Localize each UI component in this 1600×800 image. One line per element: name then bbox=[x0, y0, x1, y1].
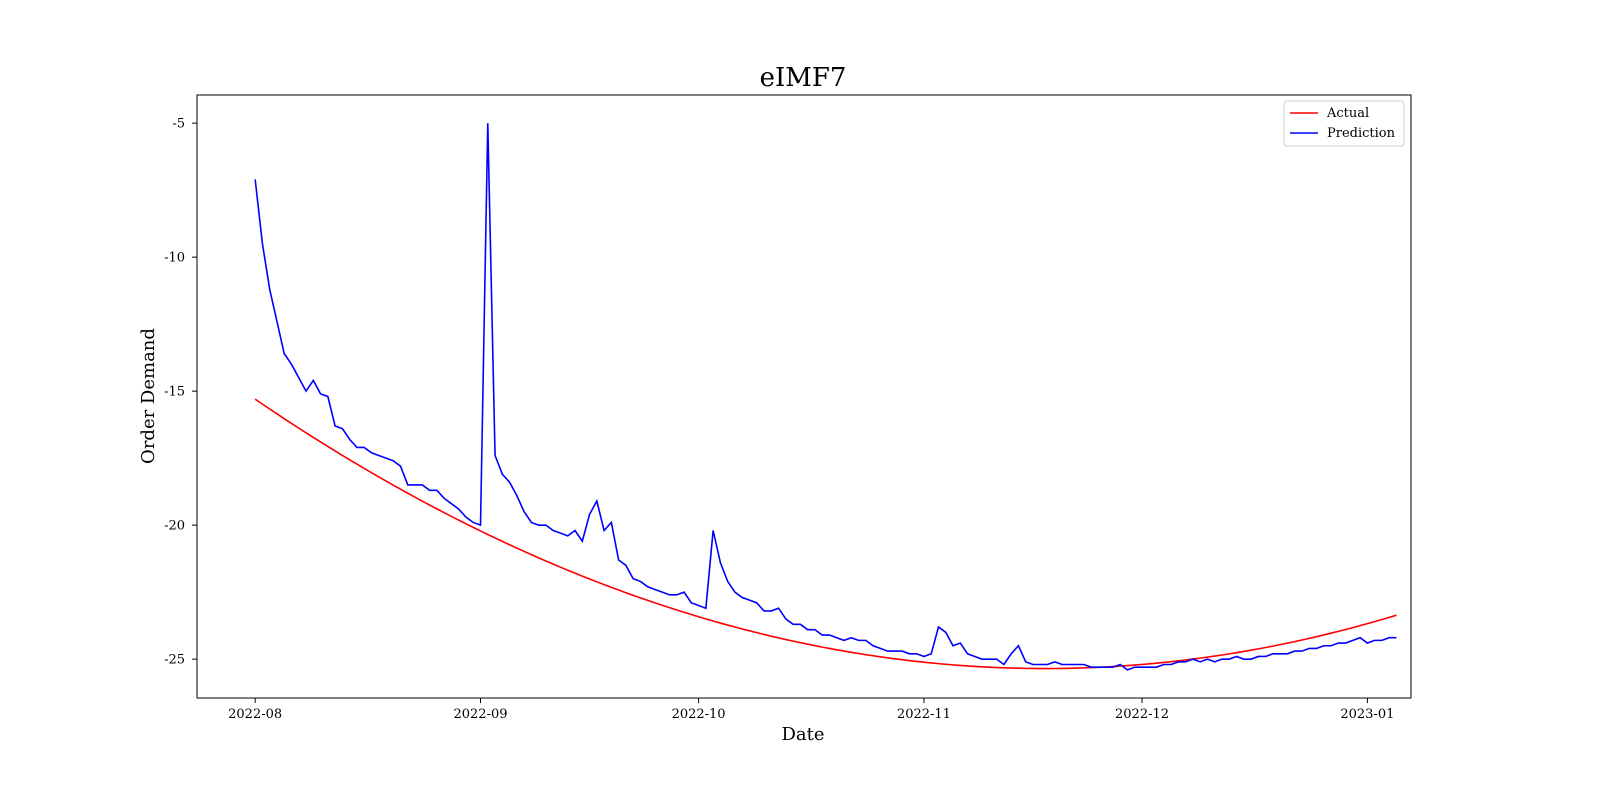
y-axis-label: Order Demand bbox=[138, 328, 159, 464]
legend-label-actual: Actual bbox=[1326, 106, 1369, 121]
chart-title: eIMF7 bbox=[760, 63, 847, 93]
legend: Actual Prediction bbox=[1283, 100, 1405, 147]
x-tick-label: 2023-01 bbox=[1340, 707, 1394, 722]
series-line-prediction bbox=[254, 123, 1397, 671]
y-tick-label: -20 bbox=[164, 519, 185, 534]
x-tick-label: 2022-08 bbox=[228, 707, 282, 722]
x-tick-label: 2022-11 bbox=[897, 707, 951, 722]
y-tick-label: -10 bbox=[164, 251, 185, 266]
x-tick-label: 2022-10 bbox=[672, 707, 726, 722]
x-axis-label: Date bbox=[781, 724, 824, 745]
x-tick-label: 2022-12 bbox=[1115, 707, 1169, 722]
x-tick-label: 2022-09 bbox=[453, 707, 507, 722]
series-line-actual bbox=[254, 398, 1397, 670]
y-tick-label: -25 bbox=[164, 653, 185, 668]
y-axis: -5 -10 -15 -20 -25 bbox=[164, 117, 197, 668]
legend-label-prediction: Prediction bbox=[1327, 126, 1396, 141]
plot-frame bbox=[196, 94, 1412, 699]
y-tick-label: -5 bbox=[172, 117, 185, 132]
x-axis: 2022-08 2022-09 2022-10 2022-11 2022-12 2023-… bbox=[228, 698, 1394, 722]
y-tick-label: -15 bbox=[164, 385, 185, 400]
